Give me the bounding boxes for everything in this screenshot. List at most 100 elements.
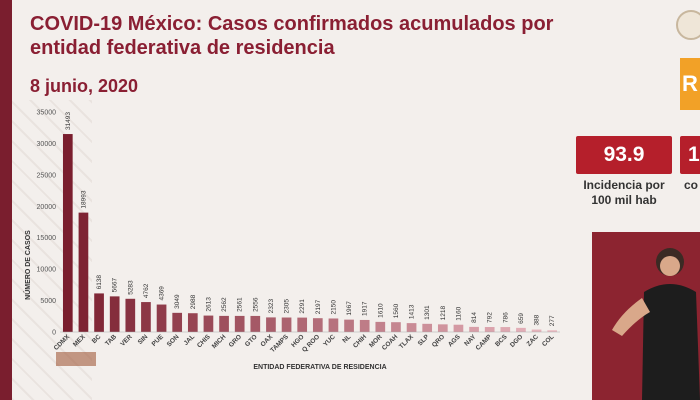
bar-slp [422,323,433,332]
x-tick-label: CHIS [196,333,212,349]
bar-oax [266,317,276,332]
y-tick-label: 20000 [37,204,57,211]
bar-value-label: 2197 [315,299,322,314]
x-tick-label: SLP [417,333,431,347]
incidence-label: Incidencia por 100 mil hab [583,178,665,207]
bar-q-roo [312,318,323,332]
y-tick-label: 35000 [37,110,57,117]
bar-value-label: 388 [534,314,541,325]
interpreter-icon [612,248,700,400]
bar-cdmx [62,134,73,332]
bar-value-label: 786 [502,312,509,323]
bar-bc [94,293,104,332]
bar-value-label: 31493 [65,112,72,130]
bar-nl [344,319,354,332]
x-tick-label: CAMP [475,333,494,352]
x-tick-label: PUE [151,333,166,348]
bar-value-label: 4369 [159,286,166,301]
x-tick-label: QRO [431,333,446,348]
bar-value-label: 1610 [377,303,384,318]
x-tick-label: COL [541,333,556,348]
bar-value-label: 2323 [268,299,275,314]
bar-value-label: 2556 [252,297,259,312]
bar-value-label: 6138 [96,275,103,290]
x-tick-label: SIN [137,333,150,346]
bar-tamps [281,317,292,332]
bar-value-label: 4762 [143,283,150,298]
y-tick-label: 30000 [37,141,57,148]
second-metric-label: co ac [684,178,700,192]
bar-son [172,312,183,332]
x-tick-label: Q ROO [301,333,321,353]
second-metric-value: 12 [680,136,700,174]
bar-qro [437,324,448,332]
y-axis-label: NÚMERO DE CASOS [23,230,32,300]
footer-logo [56,352,96,366]
y-axis-ticks: 0 5000 10000 15000 20000 25000 30000 35000 [37,110,57,337]
bar-value-label: 814 [471,312,478,323]
y-tick-label: 25000 [37,172,57,179]
bar-value-label: 5283 [127,280,134,295]
bar-value-label: 3049 [174,294,181,309]
bar-value-label: 792 [487,312,494,323]
x-tick-label: BCS [494,333,509,348]
incidence-value: 93.9 [576,136,672,174]
bar-chis [203,315,214,332]
x-tick-label: MEX [72,333,87,348]
cases-bar-chart: NÚMERO DE CASOS 0 5000 10000 15000 20000 2500… [23,110,560,371]
x-tick-label: ZAC [526,333,541,348]
x-tick-label: DGO [509,333,524,348]
x-tick-label: BC [91,333,103,345]
y-tick-label: 0 [52,330,56,337]
bar-chih [359,319,370,332]
bar-tlax [406,323,417,332]
x-axis-label: ENTIDAD FEDERATIVA DE RESIDENCIA [253,364,386,371]
page-title: COVID-19 México: Casos confirmados acumu… [30,13,554,59]
bar-mich [219,315,229,332]
x-tick-label: MICH [211,333,228,350]
x-tick-label: CHIH [352,333,368,349]
x-tick-label: YUC [322,333,337,348]
bar-value-label: 2988 [190,294,197,309]
bar-hgo [297,317,308,332]
bar-gto [250,315,261,332]
bar-value-label: 2562 [221,297,228,312]
bar-value-label: 2150 [330,300,337,315]
x-tick-label: VER [119,333,134,348]
x-tick-label: AGS [447,333,462,348]
bar-mor [375,321,386,332]
bar-nay [469,326,479,332]
bar-value-label: 1218 [440,305,447,320]
left-decor-strip [0,0,12,400]
bar-dgo [516,327,526,332]
x-tick-label: NL [341,333,352,344]
bar-value-label: 1560 [393,303,400,318]
x-tick-label: JAL [183,333,197,347]
bar-value-label: 1917 [362,301,369,316]
x-tick-label: GTO [244,333,259,348]
y-tick-label: 10000 [37,267,57,274]
x-tick-label: GRO [228,333,243,348]
bar-camp [484,327,495,332]
bar-value-label: 2291 [299,299,306,314]
bar-bcs [500,327,511,332]
bar-ags [453,324,464,332]
x-tick-label: TLAX [398,333,415,350]
bar-pue [156,304,167,332]
bar-value-label: 2613 [205,297,212,312]
bars: 31493CDMX18993MEX6138BC5667TAB5283VER476… [53,112,558,354]
bar-jal [187,313,198,332]
x-tick-label: TAB [104,333,118,347]
emblem-icon [676,10,700,40]
bar-value-label: 1160 [455,306,462,320]
bar-sin [141,302,151,332]
bar-ver [125,298,136,332]
bar-gro [234,315,245,332]
x-tick-label: TAMPS [269,333,290,354]
x-tick-label: SON [166,333,181,348]
bar-value-label: 5667 [112,278,119,293]
bar-value-label: 18993 [80,190,87,208]
bar-value-label: 659 [518,313,525,324]
x-tick-label: COAH [381,333,400,352]
bar-value-label: 2305 [284,299,291,314]
